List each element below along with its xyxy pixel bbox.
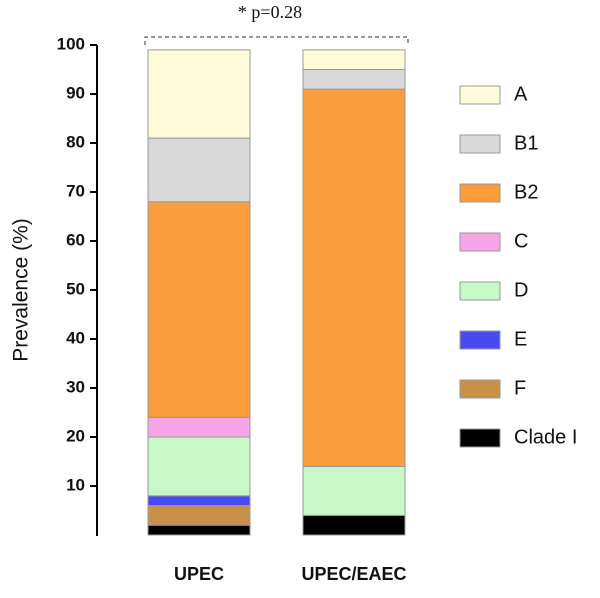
legend-label: E <box>514 328 527 350</box>
legend-swatch <box>459 330 501 350</box>
legend-label: B2 <box>514 181 538 203</box>
bar-segment <box>147 436 251 497</box>
bar-segment <box>147 137 251 203</box>
legend-swatch <box>459 379 501 399</box>
legend-label: D <box>514 279 528 301</box>
y-tick-label: 70 <box>66 181 85 200</box>
bar-segment <box>302 465 406 516</box>
y-tick-label: 100 <box>57 34 85 53</box>
annotation: * p=0.28 <box>238 2 302 22</box>
x-tick-label: UPEC/EAEC <box>301 564 406 584</box>
legend-swatch <box>459 183 501 203</box>
legend-label: Clade I <box>514 426 577 448</box>
legend-label: B1 <box>514 132 538 154</box>
bar-segment <box>302 514 406 536</box>
bar-segment <box>147 505 251 526</box>
bar-segment <box>147 416 251 438</box>
y-tick-label: 90 <box>66 83 85 102</box>
significance-bracket <box>144 36 409 45</box>
y-axis-title: Prevalence (%) <box>10 218 33 362</box>
legend-swatch <box>459 134 501 154</box>
x-tick-label: UPEC <box>174 564 224 584</box>
y-tick-label: 10 <box>66 475 85 494</box>
legend-label: C <box>514 230 528 252</box>
y-tick-label: 30 <box>66 377 85 396</box>
legend-swatch <box>459 85 501 105</box>
legend-swatch <box>459 232 501 252</box>
bar-segment <box>147 49 251 139</box>
bar-segment <box>147 495 251 507</box>
bar-segment <box>147 201 251 418</box>
y-tick-label: 60 <box>66 230 85 249</box>
bar-segment <box>302 88 406 467</box>
y-tick-label: 50 <box>66 279 85 298</box>
y-tick-label: 40 <box>66 328 85 347</box>
legend-label: F <box>514 377 526 399</box>
bar-segment <box>147 524 251 536</box>
bar-segment <box>302 69 406 90</box>
bar-segment <box>302 49 406 71</box>
legend-swatch <box>459 281 501 301</box>
legend-swatch <box>459 428 501 448</box>
y-tick-label: 20 <box>66 426 85 445</box>
y-tick-label: 80 <box>66 132 85 151</box>
legend-label: A <box>514 83 528 105</box>
